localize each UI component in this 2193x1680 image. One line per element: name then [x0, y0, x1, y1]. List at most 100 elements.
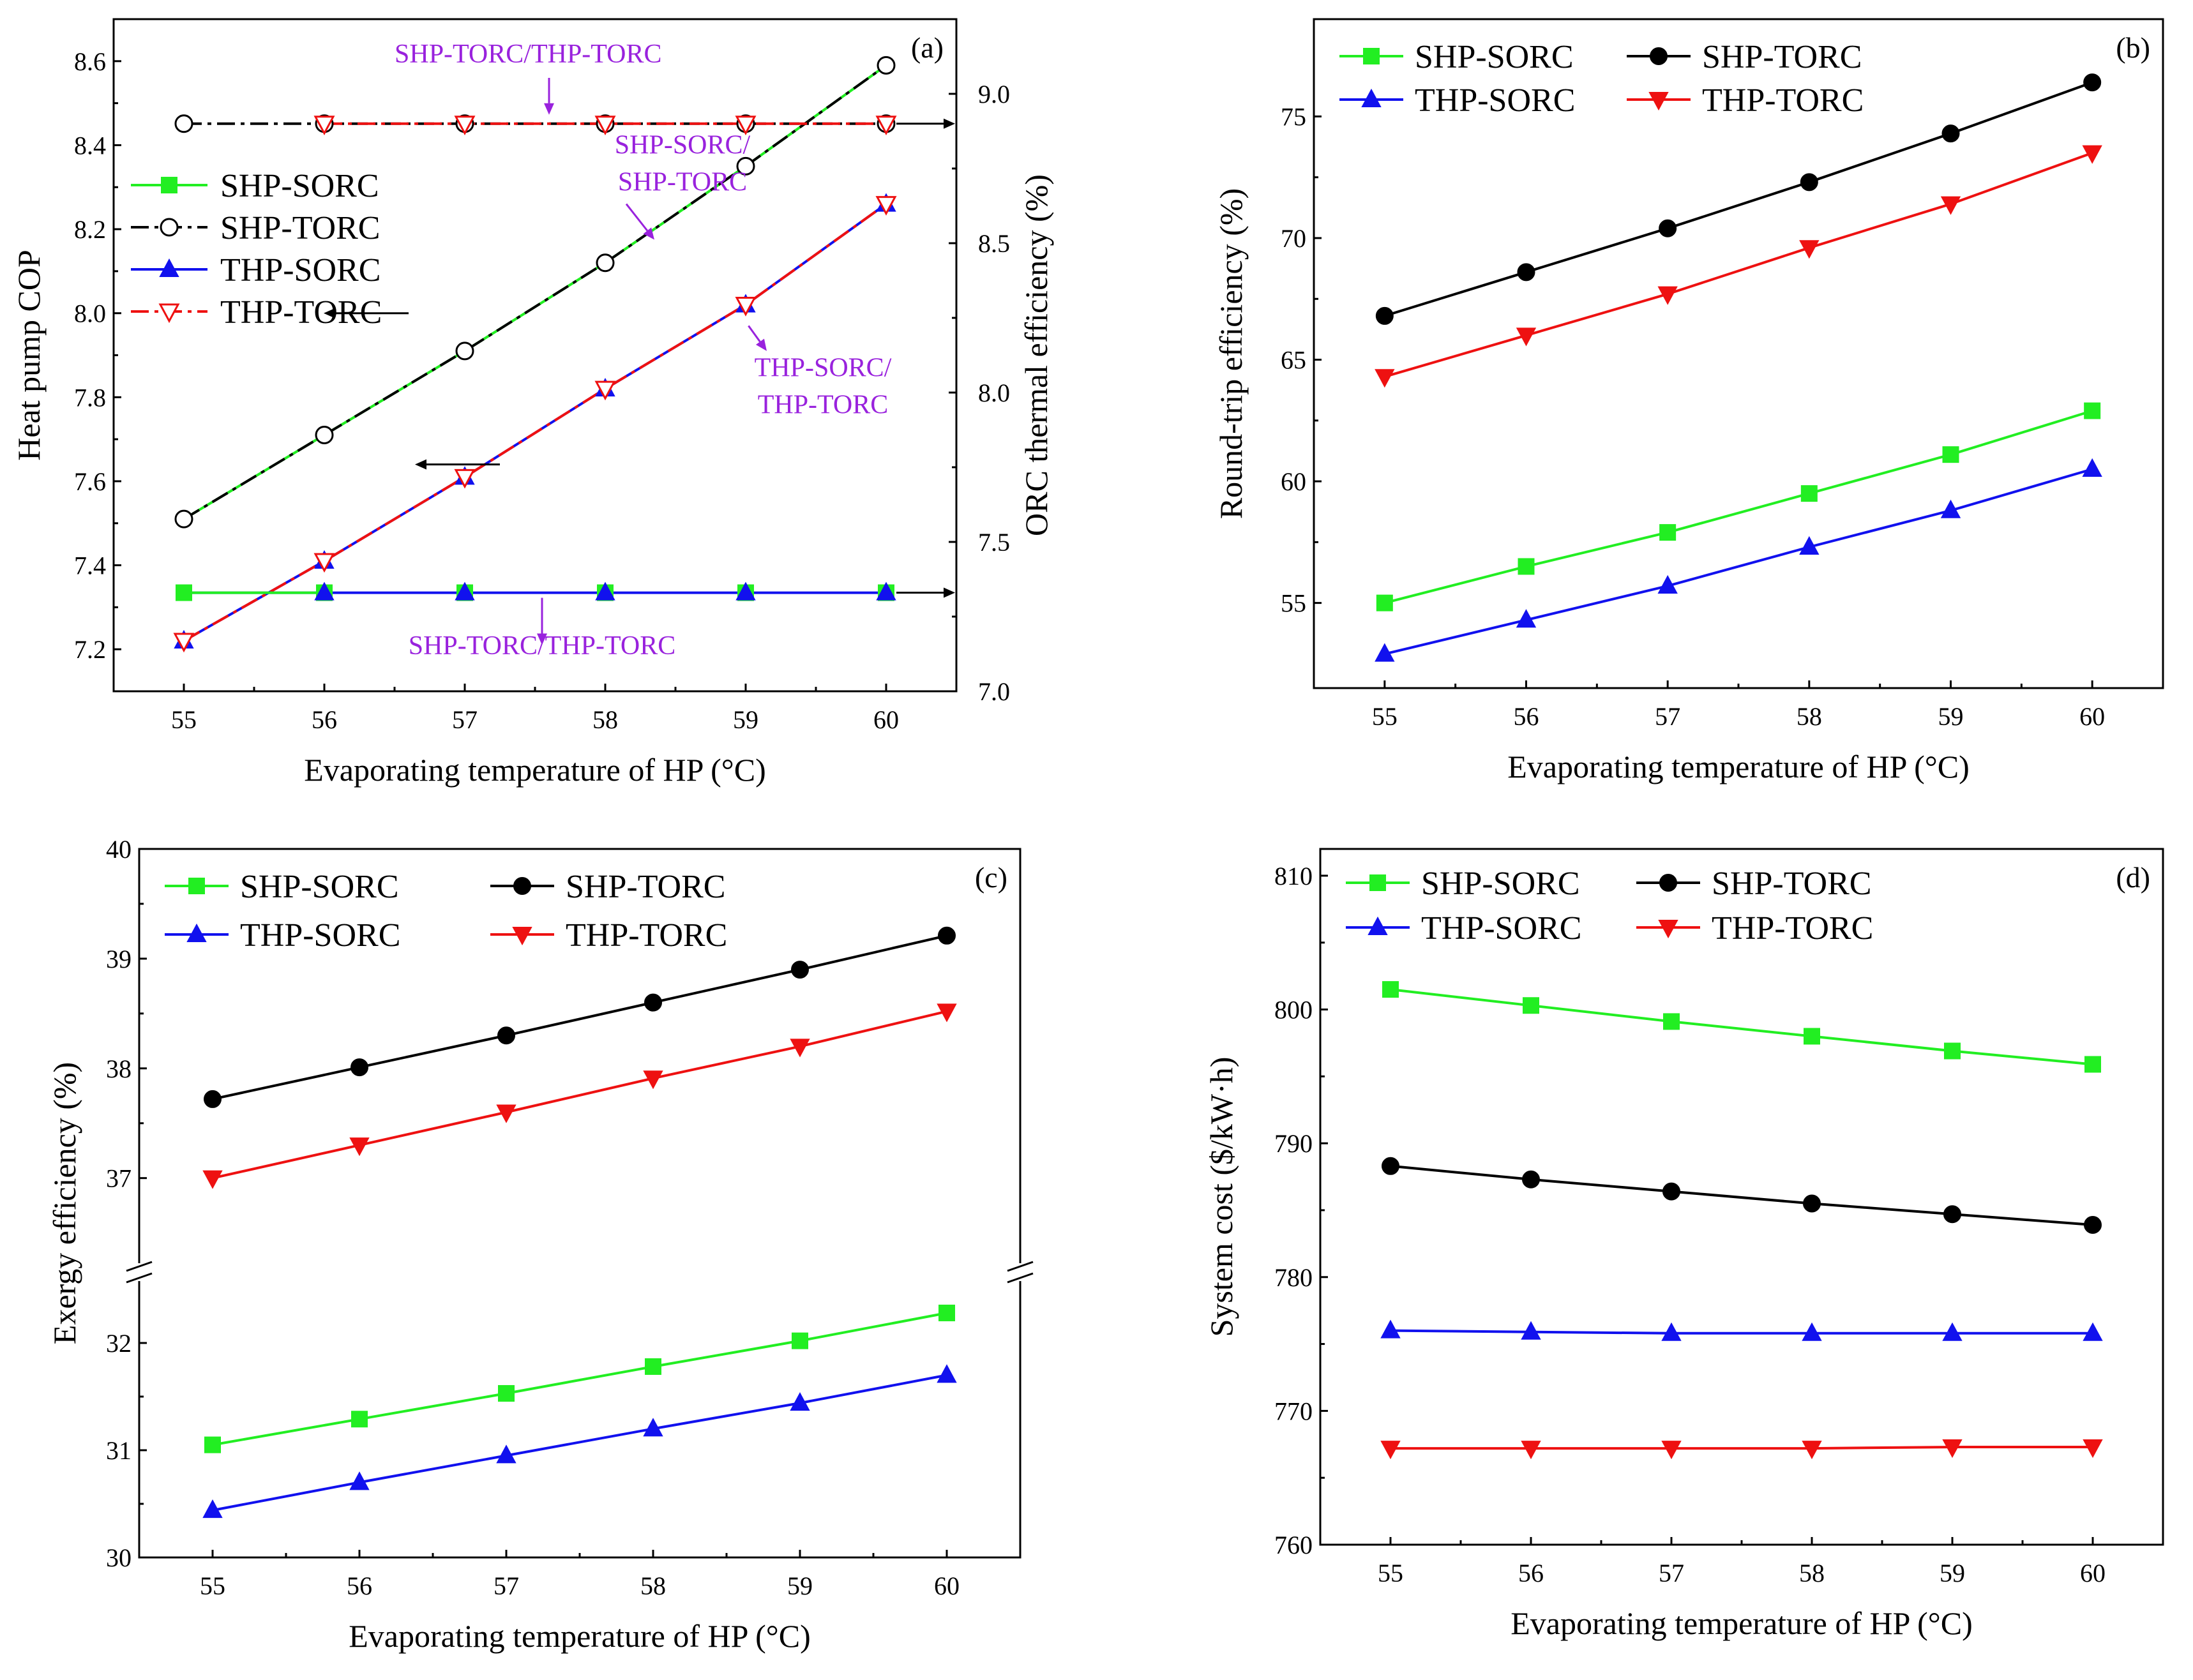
y-upper-tick-label: 38 [106, 1054, 132, 1083]
x-tick-label: 57 [1655, 702, 1680, 731]
legend-d-swatch-marker [1658, 920, 1678, 939]
thp-torc-series-point [1940, 196, 1961, 215]
annotation-right-arrow-head [755, 338, 767, 351]
annotation-lower-arrow-head [537, 633, 547, 645]
thp-torc-cop-line [183, 202, 887, 642]
y-axis-title: Round-trip efficiency (%) [1213, 188, 1249, 519]
y-left-tick-label: 8.2 [74, 215, 106, 244]
x-tick-label: 60 [934, 1571, 960, 1600]
shp-sorc-series-point [1800, 485, 1818, 502]
thp-sorc-series-point [1802, 1322, 1822, 1341]
legend-a-swatch-marker [161, 177, 177, 193]
shp-torc-series-line [1390, 1164, 2093, 1226]
annotation-middle-arrow-head [643, 227, 654, 240]
legend-a-swatch-marker [159, 258, 179, 277]
thp-sorc-series-point [1521, 1321, 1541, 1340]
shp-sorc-series-point [1663, 1013, 1680, 1030]
x-tick-label: 57 [452, 705, 478, 734]
annotation-middle-1: SHP-SORC/ [615, 131, 751, 160]
x-axis-title: Evaporating temperature of HP (°C) [1511, 1605, 1972, 1641]
legend-c-label: SHP-SORC [240, 869, 399, 905]
thp-sorc-series-point [2083, 1322, 2103, 1341]
x-tick-label: 55 [171, 705, 197, 734]
legend-b-swatch-marker [1650, 47, 1668, 65]
thp-torc-series-line [212, 1010, 947, 1180]
y-right-tick-label: 7.5 [978, 528, 1010, 557]
thp-torc-series-point [937, 1003, 957, 1023]
x-tick-label: 56 [1518, 1559, 1544, 1587]
thp-torc-series-point [1657, 286, 1678, 305]
shp-torc-series-line [212, 934, 947, 1100]
shp-sorc-series-point [2084, 1056, 2101, 1073]
y-right-tick-label: 8.5 [978, 229, 1010, 258]
thp-torc-series-line [1384, 151, 2093, 379]
shp-sorc-series-point [498, 1384, 515, 1402]
legend-a-label: SHP-SORC [220, 168, 379, 204]
annotation-upper: SHP-TORC/THP-TORC [395, 40, 662, 69]
cop-thp-arrow-head [415, 459, 426, 470]
thp-torc-series-point [1661, 1441, 1682, 1460]
shp-torc-series-point [1659, 219, 1677, 237]
y-lower-tick-label: 32 [106, 1329, 132, 1358]
x-tick-label: 56 [1514, 702, 1539, 731]
thp-sorc-series-point [496, 1444, 516, 1464]
cop-shp-arrow-head [324, 308, 335, 319]
shp-sorc-series-point [1523, 997, 1539, 1014]
shp-sorc-series-point [2084, 402, 2101, 419]
x-tick-label: 56 [347, 1571, 372, 1600]
axis-break-mark [126, 1261, 153, 1272]
y-left-tick-label: 790 [1274, 1129, 1313, 1158]
axis-break-mark [1007, 1261, 1034, 1272]
shp-sorc-series-line [212, 1312, 947, 1446]
legend-c-swatch-marker [188, 878, 205, 894]
legend-c-swatch-marker [513, 877, 531, 895]
shp-torc-series-point [791, 961, 809, 979]
legend-a-label: SHP-TORC [220, 210, 380, 246]
legend-d-swatch-marker [1368, 916, 1388, 935]
y-lower-tick-label: 30 [106, 1543, 132, 1572]
x-tick-label: 58 [592, 705, 618, 734]
y-left-tick-label: 7.8 [74, 383, 106, 412]
y-left-tick-label: 770 [1274, 1397, 1313, 1425]
axis-break-mark [126, 1272, 153, 1284]
legend-c-label: THP-SORC [240, 917, 400, 954]
thp-sorc-eff-point [455, 581, 475, 601]
shp-torc-series-point [204, 1090, 222, 1108]
x-axis-title: Evaporating temperature of HP (°C) [349, 1618, 810, 1654]
shp-sorc-series-point [1942, 446, 1959, 463]
thp-torc-cop-point [735, 297, 757, 317]
y-left-tick-label: 65 [1281, 346, 1306, 375]
shp-torc-series-point [1522, 1170, 1540, 1189]
thp-torc-cop-point [454, 469, 476, 489]
x-axis-title: Evaporating temperature of HP (°C) [304, 752, 765, 788]
x-tick-label: 58 [640, 1571, 666, 1600]
thp-torc-series-line [1390, 1446, 2093, 1450]
thp-sorc-series-point [1380, 1319, 1401, 1339]
shp-torc-series-point [644, 993, 662, 1012]
x-tick-label: 57 [1659, 1559, 1684, 1587]
shp-torc-series-point [1800, 173, 1818, 191]
thp-torc-series-point [1802, 1441, 1822, 1460]
legend-b-label: THP-SORC [1415, 82, 1575, 119]
shp-sorc-series-point [1659, 524, 1677, 541]
thp-sorc-series-point [349, 1471, 370, 1490]
legend-d-label: SHP-TORC [1712, 866, 1871, 902]
y-axis-title: Exergy efficiency (%) [47, 1062, 82, 1344]
legend-b-label: THP-TORC [1702, 82, 1864, 119]
shp-sorc-series-point [351, 1411, 368, 1428]
panel-label: (c) [975, 861, 1007, 894]
shp-torc-series-point [350, 1058, 368, 1077]
y-left-tick-label: 810 [1274, 862, 1313, 890]
axis-break-mark [1007, 1272, 1034, 1284]
y-left-tick-label: 7.4 [74, 551, 106, 580]
thp-torc-series-point [1375, 369, 1395, 388]
annotation-right-1: THP-SORC/ [755, 353, 892, 382]
thp-torc-series-point [202, 1170, 223, 1189]
panel-label: (a) [911, 31, 944, 64]
shp-sorc-series-point [1382, 981, 1399, 998]
thp-sorc-series-line [1384, 468, 2093, 656]
x-tick-label: 58 [1797, 702, 1822, 731]
legend-b-swatch-marker [1648, 92, 1669, 111]
thp-sorc-series-point [202, 1499, 223, 1519]
